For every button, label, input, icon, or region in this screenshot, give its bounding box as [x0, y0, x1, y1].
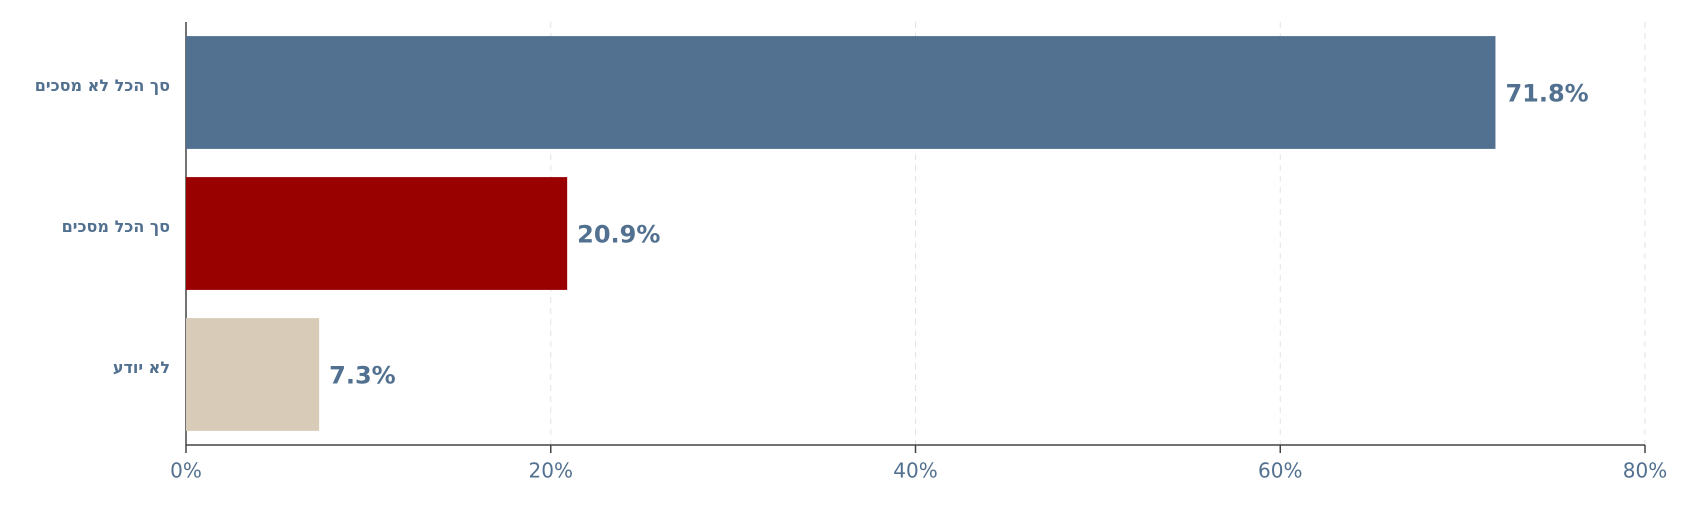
bar: [186, 318, 320, 431]
x-tick-label: 0%: [170, 459, 202, 483]
bar: [186, 177, 568, 290]
value-label: 20.9%: [577, 221, 660, 249]
x-tick-label: 20%: [529, 459, 573, 483]
bar: [186, 36, 1496, 149]
x-tick-label: 40%: [893, 459, 937, 483]
x-tick-label: 80%: [1623, 459, 1667, 483]
value-label: 71.8%: [1505, 80, 1588, 108]
y-tick-label: לא יודע: [113, 358, 170, 377]
y-tick-label: סך הכל מסכים: [62, 217, 170, 236]
value-label: 7.3%: [329, 362, 396, 390]
x-tick-label: 60%: [1258, 459, 1302, 483]
y-tick-label: סך הכל לא מסכים: [35, 76, 170, 95]
